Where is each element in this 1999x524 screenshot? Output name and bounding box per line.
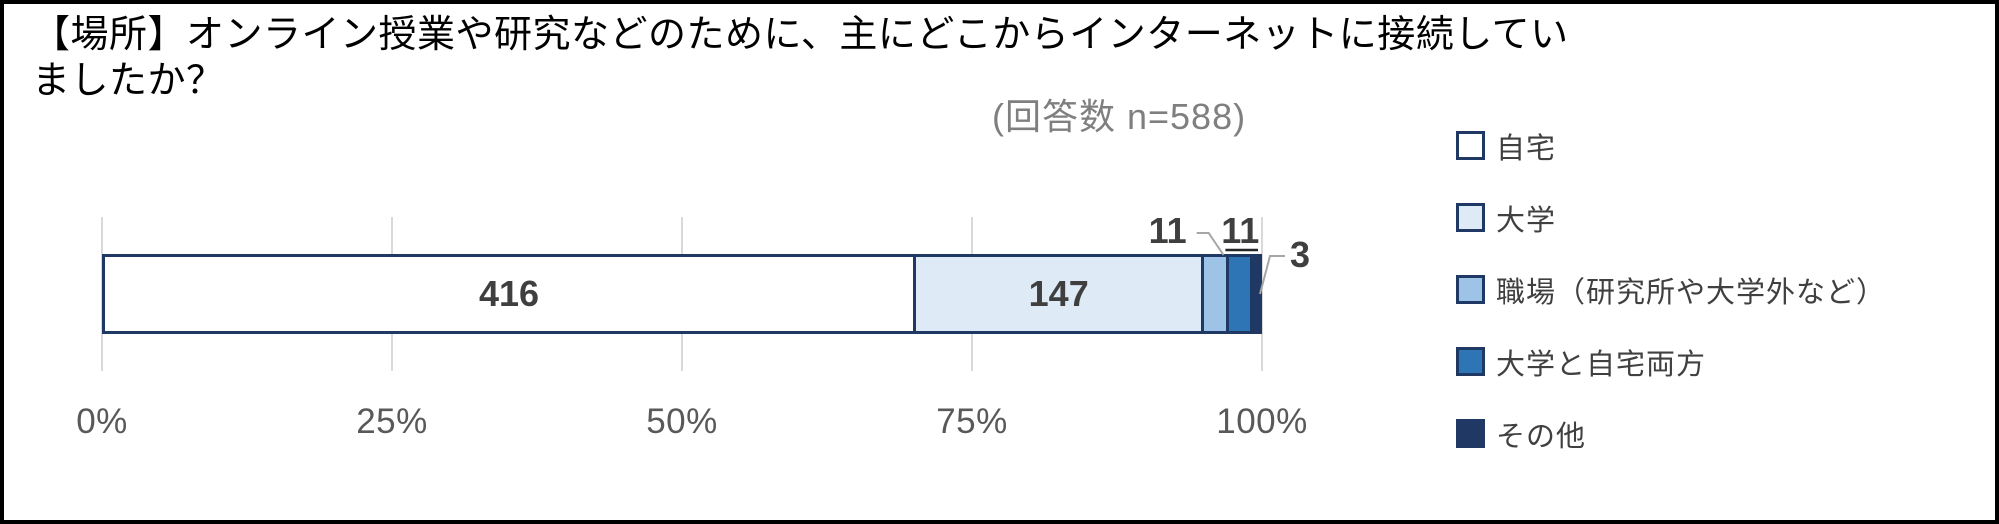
legend-label: 自宅: [1496, 132, 1557, 165]
callout-value-label: 11: [1221, 210, 1260, 251]
legend-item-5: その他: [1456, 418, 1886, 453]
legend-swatch-icon: [1456, 347, 1485, 376]
segment-value-label: 147: [1028, 273, 1089, 314]
legend-swatch-icon: [1456, 203, 1485, 232]
stacked-bar: 416 147: [102, 254, 1262, 334]
chart-title: 【場所】オンライン授業や研究などのために、主にどこからインターネットに接続してい…: [32, 14, 1569, 103]
bar-segment-1: 416: [105, 257, 916, 331]
legend-label: その他: [1496, 420, 1587, 453]
legend-item-2: 大学: [1456, 202, 1886, 237]
legend-item-3: 職場（研究所や大学外など）: [1456, 274, 1886, 309]
leader-line: [1196, 232, 1225, 256]
bar-segment-2: 147: [915, 257, 1205, 331]
bar-segment-3: [1204, 257, 1229, 331]
legend-swatch-icon: [1456, 419, 1485, 448]
x-tick-label: 100%: [1216, 402, 1308, 441]
legend: 自宅大学職場（研究所や大学外など） 大学と自宅両方 その他: [1456, 130, 1886, 453]
callout-value-label: 11: [1148, 210, 1187, 251]
segment-value-label: 416: [478, 273, 540, 314]
legend-label: 職場（研究所や大学外など）: [1496, 276, 1887, 309]
legend-label: 大学: [1496, 204, 1557, 237]
legend-item-1: 自宅: [1456, 130, 1886, 165]
x-tick-label: 50%: [646, 402, 718, 441]
legend-label: 大学と自宅両方: [1496, 348, 1707, 381]
legend-item-4: 大学と自宅両方: [1456, 346, 1886, 381]
leader-line: [1259, 255, 1285, 295]
callout-value-label: 3: [1289, 234, 1311, 275]
bar-segment-5: [1253, 257, 1259, 331]
legend-swatch-icon: [1456, 131, 1485, 160]
bar-segment-4: [1228, 257, 1254, 331]
x-tick-label: 25%: [356, 402, 428, 441]
x-tick-label: 75%: [936, 402, 1008, 441]
legend-swatch-icon: [1456, 275, 1485, 304]
x-tick-label: 0%: [76, 402, 128, 441]
response-count-subtitle: (回答数 n=588): [992, 96, 1247, 137]
